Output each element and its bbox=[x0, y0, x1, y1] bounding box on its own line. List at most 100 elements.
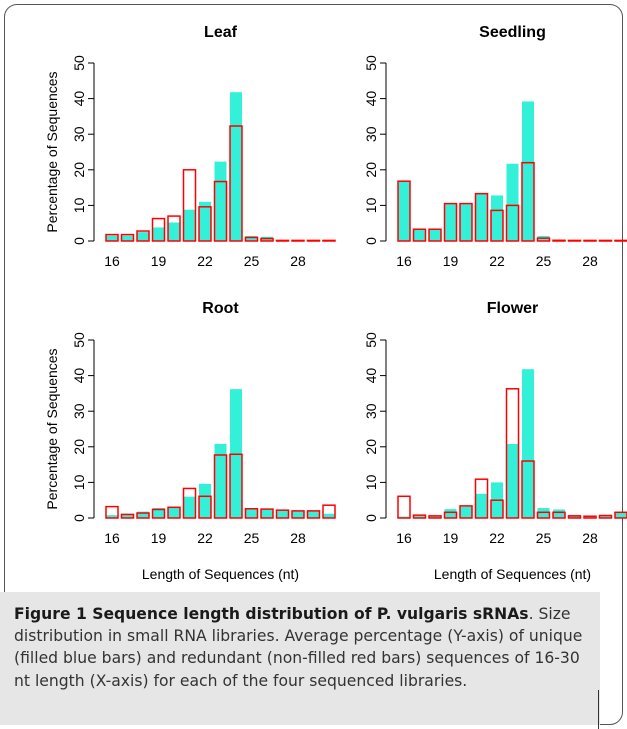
x-axis-label: Length of Sequences (nt) bbox=[142, 566, 299, 582]
figure-caption: Figure 1 Sequence length distribution of… bbox=[14, 603, 599, 692]
bar-redundant bbox=[105, 505, 119, 519]
y-tick-label: 10 bbox=[363, 474, 379, 490]
bar-redundant bbox=[151, 217, 166, 242]
bar-redundant bbox=[598, 514, 613, 519]
bar-redundant bbox=[229, 453, 243, 519]
bar-unique bbox=[168, 222, 180, 241]
x-tick-label: 22 bbox=[197, 530, 213, 546]
bar-redundant bbox=[198, 206, 212, 242]
bar-redundant bbox=[260, 237, 274, 242]
bar-redundant bbox=[443, 511, 458, 519]
x-tick-label: 16 bbox=[104, 253, 120, 269]
bar-unique bbox=[522, 101, 534, 241]
chart-title: Flower bbox=[487, 300, 539, 317]
bar-redundant bbox=[614, 239, 627, 242]
bar-redundant bbox=[136, 512, 150, 519]
bar-unique bbox=[152, 508, 165, 518]
chart-title: Seedling bbox=[479, 24, 546, 41]
bar-unique bbox=[183, 209, 196, 241]
bar-redundant bbox=[322, 504, 336, 519]
x-tick-label: 22 bbox=[489, 530, 505, 546]
bar-redundant bbox=[428, 515, 442, 519]
y-tick-label: 40 bbox=[71, 91, 87, 107]
bar-redundant bbox=[322, 239, 336, 242]
y-tick-label: 30 bbox=[71, 403, 87, 419]
bar-unique bbox=[553, 509, 565, 518]
chart-title: Leaf bbox=[204, 24, 238, 41]
bar-redundant bbox=[167, 506, 181, 519]
x-tick-label: 28 bbox=[582, 530, 598, 546]
bar-redundant bbox=[505, 204, 520, 242]
y-tick-label: 10 bbox=[71, 474, 87, 490]
bar-redundant bbox=[614, 511, 627, 519]
y-tick-label: 20 bbox=[363, 162, 379, 178]
bar-unique bbox=[292, 510, 304, 518]
bar-unique bbox=[460, 506, 472, 518]
bar-redundant bbox=[583, 239, 597, 242]
bar-redundant bbox=[213, 454, 228, 519]
x-tick-label: 25 bbox=[244, 253, 260, 269]
bar-redundant bbox=[306, 510, 321, 519]
caption-divider bbox=[598, 690, 599, 729]
bar-unique bbox=[230, 92, 242, 241]
bar-unique bbox=[413, 229, 426, 241]
bar-unique bbox=[506, 443, 519, 518]
bar-redundant bbox=[213, 180, 228, 242]
bar-unique bbox=[183, 496, 196, 518]
bar-unique bbox=[307, 510, 320, 518]
bar-unique bbox=[398, 181, 410, 241]
x-tick-label: 16 bbox=[396, 253, 412, 269]
bar-unique bbox=[460, 204, 472, 241]
y-tick-label: 10 bbox=[71, 197, 87, 213]
bar-unique bbox=[121, 235, 134, 241]
bar-redundant bbox=[567, 239, 582, 242]
bar-redundant bbox=[443, 202, 458, 242]
bar-redundant bbox=[275, 239, 290, 242]
y-tick-label: 0 bbox=[71, 237, 87, 245]
bar-unique bbox=[615, 511, 627, 518]
x-tick-label: 19 bbox=[151, 530, 167, 546]
y-tick-label: 30 bbox=[363, 403, 379, 419]
x-tick-label: 22 bbox=[489, 253, 505, 269]
bar-redundant bbox=[490, 209, 504, 242]
bar-redundant bbox=[459, 202, 473, 242]
bar-unique bbox=[491, 195, 503, 241]
x-tick-label: 28 bbox=[290, 253, 306, 269]
bar-unique bbox=[444, 204, 457, 241]
chart-panel-root: Root 0 10 20 30 40 50 Percentage of Sequences 16… bbox=[44, 300, 336, 582]
x-tick-label: 19 bbox=[443, 253, 459, 269]
bar-unique bbox=[475, 193, 488, 241]
bar-redundant bbox=[474, 192, 489, 242]
x-tick-label: 25 bbox=[536, 253, 552, 269]
y-tick-label: 30 bbox=[71, 126, 87, 142]
y-tick-label: 20 bbox=[71, 439, 87, 455]
chart-panel-seedling: Seedling 0 10 20 30 40 50 16 19 22 25 28 bbox=[363, 24, 627, 269]
bar-redundant bbox=[136, 230, 150, 242]
bar-redundant bbox=[552, 511, 566, 519]
bar-redundant bbox=[198, 495, 212, 519]
y-tick-label: 20 bbox=[363, 439, 379, 455]
y-tick-label: 40 bbox=[363, 368, 379, 384]
bar-unique bbox=[429, 515, 441, 518]
x-tick-label: 28 bbox=[290, 530, 306, 546]
bar-redundant bbox=[536, 511, 551, 519]
bar-unique bbox=[199, 201, 211, 241]
y-tick-label: 0 bbox=[71, 514, 87, 522]
y-tick-label: 50 bbox=[71, 55, 87, 71]
x-tick-label: 22 bbox=[197, 253, 213, 269]
bar-redundant bbox=[397, 180, 411, 242]
bar-unique bbox=[522, 369, 534, 518]
y-axis-label: Percentage of Sequences bbox=[44, 71, 60, 232]
bar-unique bbox=[276, 510, 289, 518]
bar-redundant bbox=[521, 460, 535, 519]
bar-unique bbox=[475, 493, 488, 518]
bar-redundant bbox=[291, 239, 305, 242]
bar-unique bbox=[261, 509, 273, 518]
bar-unique bbox=[199, 483, 211, 518]
bar-redundant bbox=[120, 513, 135, 519]
y-tick-label: 50 bbox=[363, 55, 379, 71]
y-axis-label: Percentage of Sequences bbox=[44, 348, 60, 509]
y-tick-label: 0 bbox=[363, 237, 379, 245]
bar-redundant bbox=[412, 228, 427, 242]
